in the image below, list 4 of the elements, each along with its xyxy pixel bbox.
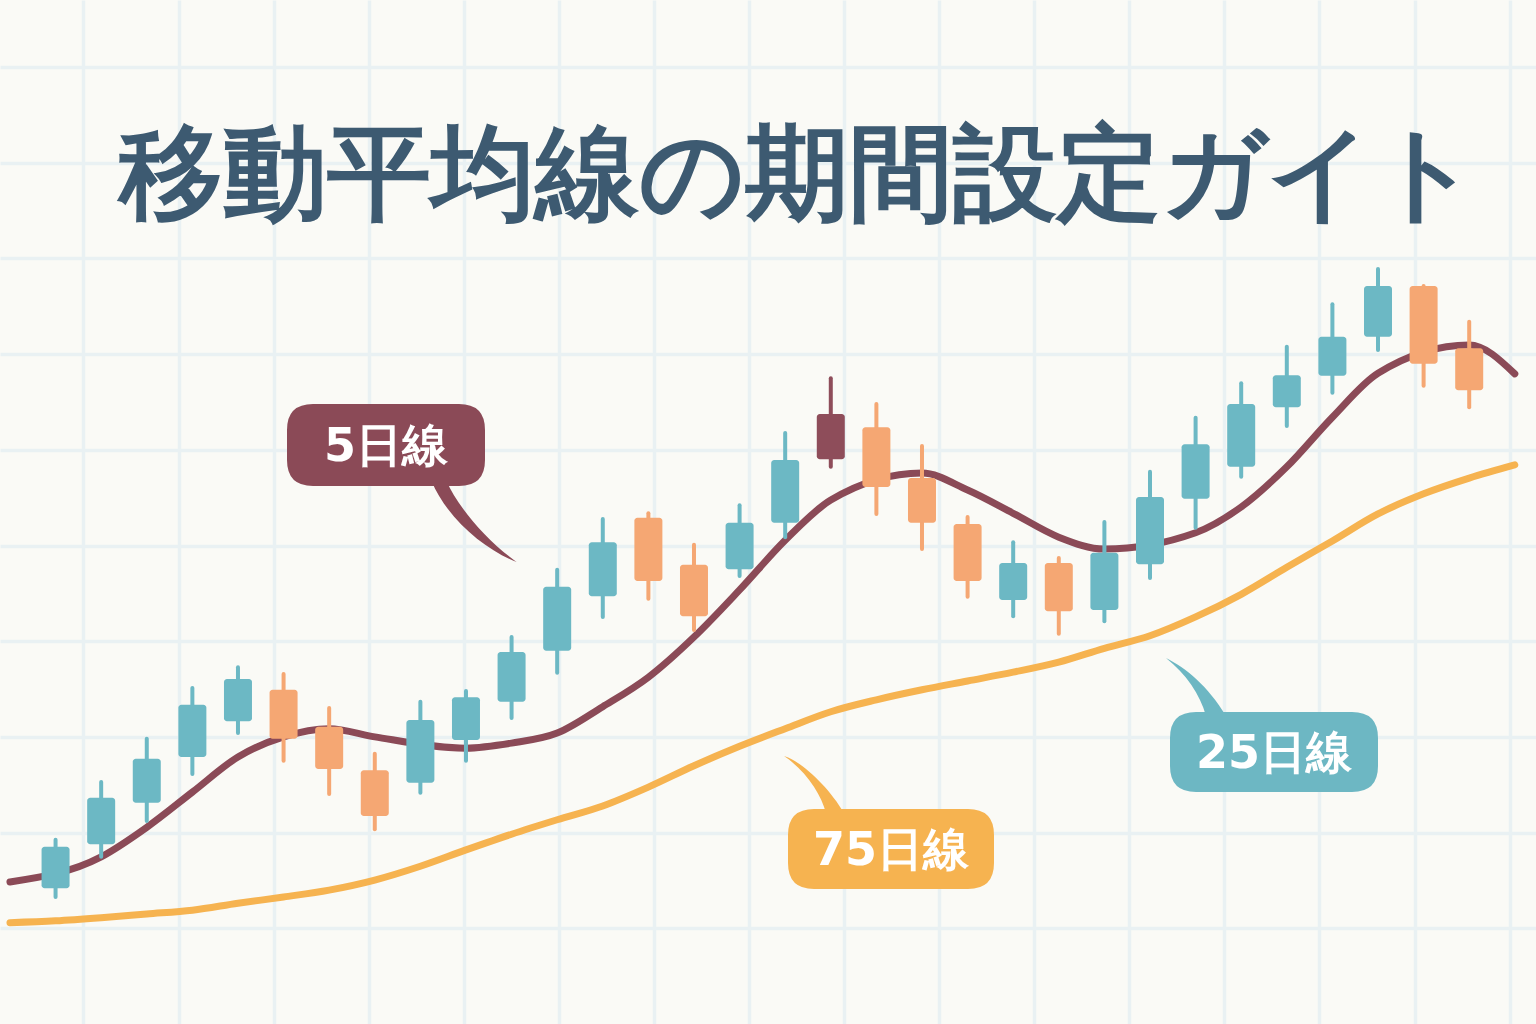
legend-label: 75日線 <box>812 822 971 876</box>
text: 5日線 <box>323 418 449 472</box>
chart-title: 移動平均線の期間設定ガイト <box>116 112 1479 234</box>
annotation: 25日線 <box>1195 725 1354 779</box>
